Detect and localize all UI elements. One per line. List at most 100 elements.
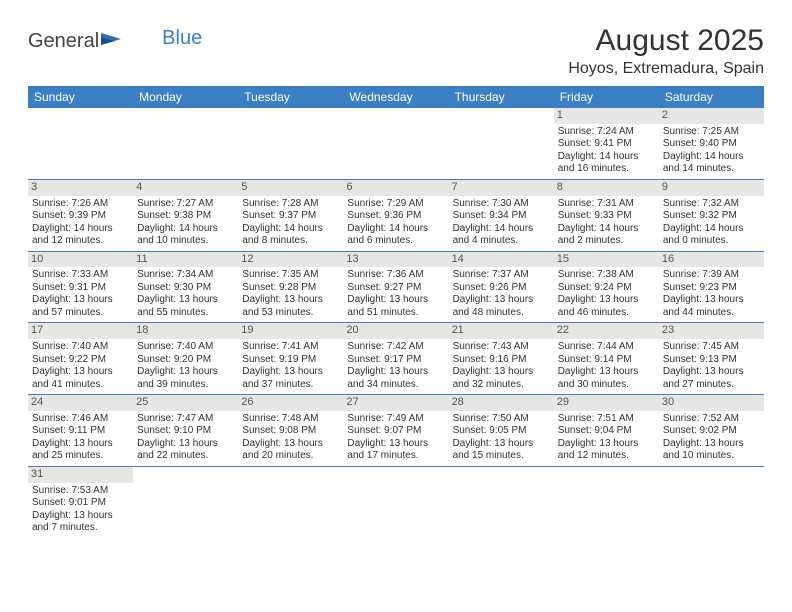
day-number: 4 [133, 180, 238, 196]
sunrise: Sunrise: 7:35 AM [242, 269, 339, 282]
sunrise: Sunrise: 7:46 AM [32, 413, 129, 426]
daylight: Daylight: 13 hours and 39 minutes. [137, 366, 234, 391]
daylight: Daylight: 14 hours and 4 minutes. [453, 223, 550, 248]
day-number: 6 [343, 180, 448, 196]
daylight: Daylight: 13 hours and 10 minutes. [663, 438, 760, 463]
calendar-cell [449, 108, 554, 179]
calendar-cell: 21Sunrise: 7:43 AMSunset: 9:16 PMDayligh… [449, 323, 554, 395]
daylight: Daylight: 13 hours and 55 minutes. [137, 294, 234, 319]
day-info: Sunrise: 7:26 AMSunset: 9:39 PMDaylight:… [32, 198, 129, 248]
daylight: Daylight: 13 hours and 57 minutes. [32, 294, 129, 319]
sunrise: Sunrise: 7:30 AM [453, 198, 550, 211]
daylight: Daylight: 13 hours and 27 minutes. [663, 366, 760, 391]
day-info: Sunrise: 7:34 AMSunset: 9:30 PMDaylight:… [137, 269, 234, 319]
sunset: Sunset: 9:23 PM [663, 282, 760, 295]
day-number: 29 [554, 395, 659, 411]
calendar-cell: 24 Sunrise: 7:46 AMSunset: 9:11 PMDayligh… [28, 395, 133, 467]
logo-text-general: General [28, 30, 99, 53]
day-number [554, 467, 659, 483]
day-info: Sunrise: 7:35 AMSunset: 9:28 PMDaylight:… [242, 269, 339, 319]
weekday-header-row: Sunday Monday Tuesday Wednesday Thursday… [28, 86, 764, 108]
sunrise: Sunrise: 7:40 AM [137, 341, 234, 354]
day-number [659, 467, 764, 483]
day-info: Sunrise: 7:47 AMSunset: 9:10 PMDaylight:… [137, 413, 234, 463]
day-info: Sunrise: 7:29 AMSunset: 9:36 PMDaylight:… [347, 198, 444, 248]
day-number: 27 [343, 395, 448, 411]
day-number: 28 [449, 395, 554, 411]
sunrise: Sunrise: 7:45 AM [663, 341, 760, 354]
sunset: Sunset: 9:27 PM [347, 282, 444, 295]
calendar-cell: 18Sunrise: 7:40 AMSunset: 9:20 PMDayligh… [133, 323, 238, 395]
sunset: Sunset: 9:26 PM [453, 282, 550, 295]
calendar-cell [449, 466, 554, 537]
sunset: Sunset: 9:19 PM [242, 354, 339, 367]
day-number [449, 108, 554, 124]
sunrise: Sunrise: 7:50 AM [453, 413, 550, 426]
calendar-cell: 16Sunrise: 7:39 AMSunset: 9:23 PMDayligh… [659, 251, 764, 323]
day-number [28, 108, 133, 124]
day-info: Sunrise: 7:25 AMSunset: 9:40 PMDaylight:… [663, 126, 760, 176]
calendar-cell [343, 466, 448, 537]
calendar-cell: 15Sunrise: 7:38 AMSunset: 9:24 PMDayligh… [554, 251, 659, 323]
daylight: Daylight: 13 hours and 46 minutes. [558, 294, 655, 319]
day-number: 24 [28, 395, 133, 411]
calendar-row: 3 Sunrise: 7:26 AMSunset: 9:39 PMDaylight… [28, 179, 764, 251]
sunset: Sunset: 9:05 PM [453, 425, 550, 438]
day-number: 14 [449, 252, 554, 268]
day-number: 3 [28, 180, 133, 196]
sunrise: Sunrise: 7:49 AM [347, 413, 444, 426]
sunset: Sunset: 9:17 PM [347, 354, 444, 367]
day-info: Sunrise: 7:28 AMSunset: 9:37 PMDaylight:… [242, 198, 339, 248]
sunrise: Sunrise: 7:42 AM [347, 341, 444, 354]
calendar-cell [238, 466, 343, 537]
logo-text-blue: Blue [162, 27, 202, 50]
weekday-sat: Saturday [659, 86, 764, 108]
calendar-cell: 22Sunrise: 7:44 AMSunset: 9:14 PMDayligh… [554, 323, 659, 395]
sunrise: Sunrise: 7:32 AM [663, 198, 760, 211]
sunset: Sunset: 9:24 PM [558, 282, 655, 295]
day-number: 31 [28, 467, 133, 483]
daylight: Daylight: 14 hours and 14 minutes. [663, 151, 760, 176]
sunrise: Sunrise: 7:25 AM [663, 126, 760, 139]
sunset: Sunset: 9:37 PM [242, 210, 339, 223]
sunset: Sunset: 9:13 PM [663, 354, 760, 367]
calendar-cell: 29Sunrise: 7:51 AMSunset: 9:04 PMDayligh… [554, 395, 659, 467]
daylight: Daylight: 14 hours and 8 minutes. [242, 223, 339, 248]
weekday-thu: Thursday [449, 86, 554, 108]
calendar-cell: 1Sunrise: 7:24 AMSunset: 9:41 PMDaylight… [554, 108, 659, 179]
day-number: 15 [554, 252, 659, 268]
sunset: Sunset: 9:16 PM [453, 354, 550, 367]
day-number: 16 [659, 252, 764, 268]
calendar-cell: 12Sunrise: 7:35 AMSunset: 9:28 PMDayligh… [238, 251, 343, 323]
day-number: 11 [133, 252, 238, 268]
day-number: 18 [133, 323, 238, 339]
daylight: Daylight: 13 hours and 20 minutes. [242, 438, 339, 463]
calendar-cell [133, 108, 238, 179]
day-number [238, 108, 343, 124]
day-info: Sunrise: 7:33 AMSunset: 9:31 PMDaylight:… [32, 269, 129, 319]
day-info: Sunrise: 7:42 AMSunset: 9:17 PMDaylight:… [347, 341, 444, 391]
calendar-cell [133, 466, 238, 537]
sunset: Sunset: 9:08 PM [242, 425, 339, 438]
sunrise: Sunrise: 7:37 AM [453, 269, 550, 282]
daylight: Daylight: 13 hours and 17 minutes. [347, 438, 444, 463]
daylight: Daylight: 13 hours and 15 minutes. [453, 438, 550, 463]
day-info: Sunrise: 7:49 AMSunset: 9:07 PMDaylight:… [347, 413, 444, 463]
calendar-table: Sunday Monday Tuesday Wednesday Thursday… [28, 86, 764, 538]
day-info: Sunrise: 7:39 AMSunset: 9:23 PMDaylight:… [663, 269, 760, 319]
daylight: Daylight: 13 hours and 32 minutes. [453, 366, 550, 391]
daylight: Daylight: 13 hours and 41 minutes. [32, 366, 129, 391]
sunrise: Sunrise: 7:24 AM [558, 126, 655, 139]
day-info: Sunrise: 7:46 AMSunset: 9:11 PMDaylight:… [32, 413, 129, 463]
calendar-cell [238, 108, 343, 179]
calendar-cell: 14Sunrise: 7:37 AMSunset: 9:26 PMDayligh… [449, 251, 554, 323]
calendar-cell: 5Sunrise: 7:28 AMSunset: 9:37 PMDaylight… [238, 179, 343, 251]
day-info: Sunrise: 7:32 AMSunset: 9:32 PMDaylight:… [663, 198, 760, 248]
daylight: Daylight: 13 hours and 48 minutes. [453, 294, 550, 319]
day-info: Sunrise: 7:40 AMSunset: 9:22 PMDaylight:… [32, 341, 129, 391]
day-info: Sunrise: 7:27 AMSunset: 9:38 PMDaylight:… [137, 198, 234, 248]
day-info: Sunrise: 7:24 AMSunset: 9:41 PMDaylight:… [558, 126, 655, 176]
daylight: Daylight: 13 hours and 34 minutes. [347, 366, 444, 391]
sunrise: Sunrise: 7:41 AM [242, 341, 339, 354]
calendar-cell: 2Sunrise: 7:25 AMSunset: 9:40 PMDaylight… [659, 108, 764, 179]
